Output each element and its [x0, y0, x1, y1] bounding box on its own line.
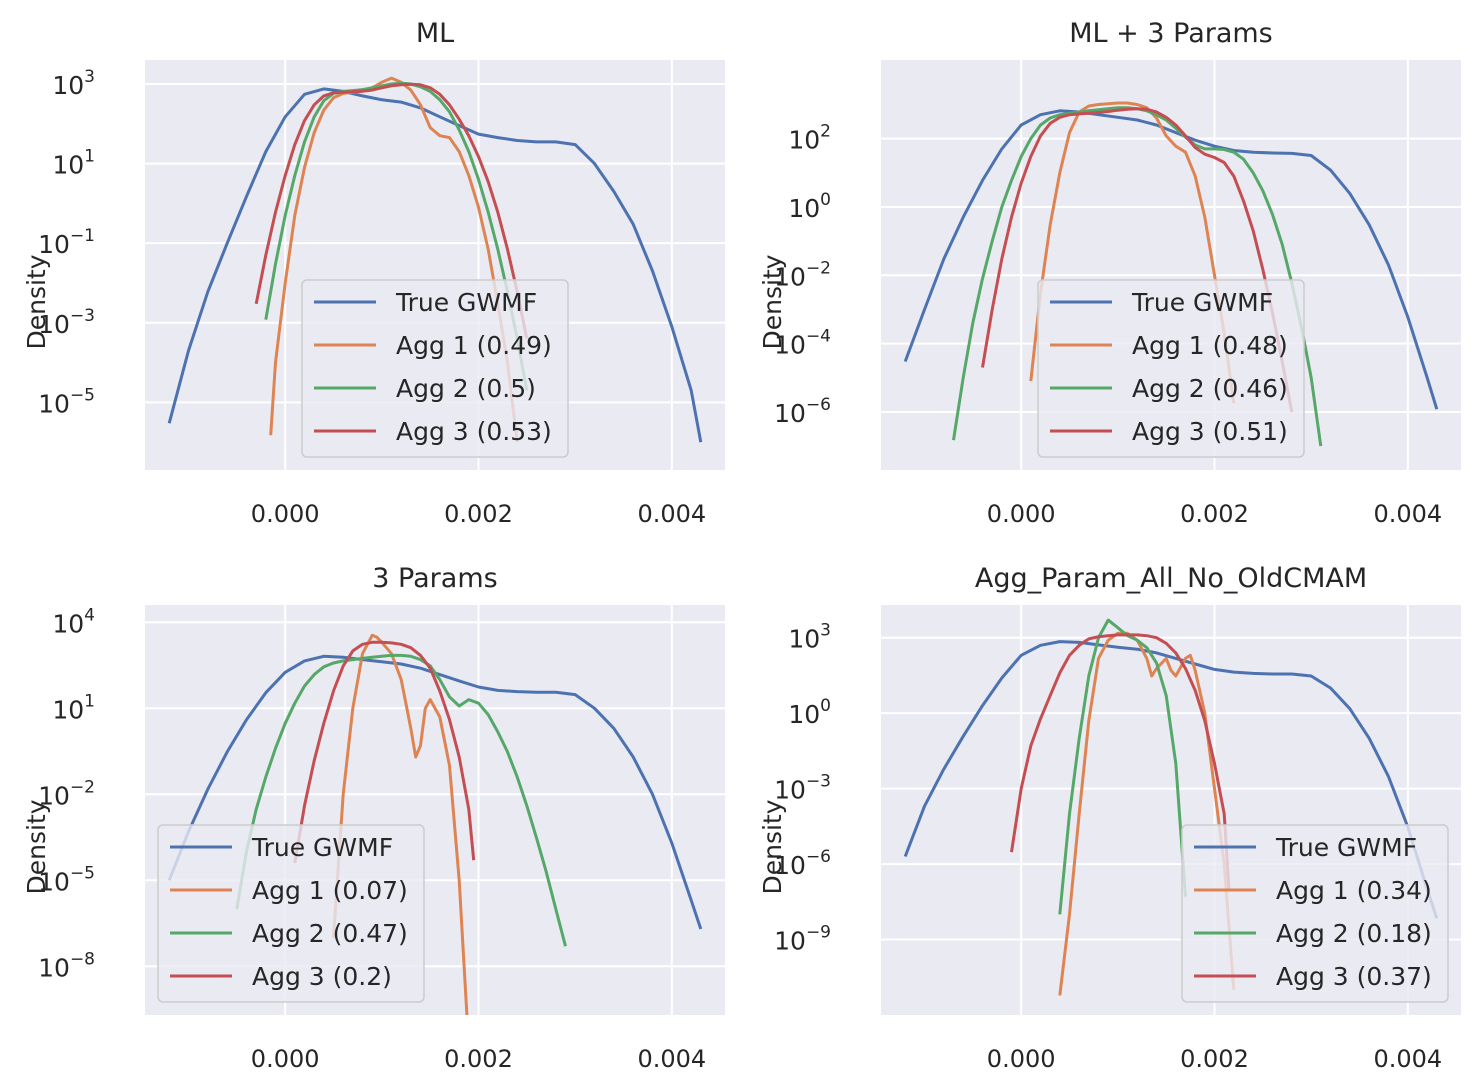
series-line-3 [235, 653, 567, 947]
chart-title: Agg_Param_All_No_OldCMAM [975, 563, 1367, 594]
x-tick-label: 0.002 [1180, 500, 1249, 528]
chart-title: ML [416, 18, 454, 49]
y-tick-label: 103 [52, 67, 95, 100]
legend-label-2: Agg 1 (0.07) [252, 876, 408, 905]
series-line-1 [167, 654, 703, 930]
y-tick-label: 102 [788, 122, 831, 155]
series-line-2 [1029, 101, 1236, 404]
x-tick-label: 0.000 [987, 500, 1056, 528]
legend-label-4: Agg 3 (0.2) [252, 962, 392, 991]
y-tick-label: 10−8 [38, 949, 95, 982]
legend-label-3: Agg 2 (0.5) [396, 374, 536, 403]
series-line-2 [332, 633, 469, 1015]
y-tick-label: 10−6 [774, 847, 831, 880]
legend-label-3: Agg 2 (0.47) [252, 919, 408, 948]
x-tick-label: 0.000 [987, 1045, 1056, 1073]
y-tick-label: 10−2 [774, 258, 831, 291]
legend-label-4: Agg 3 (0.37) [1276, 962, 1432, 991]
y-tick-label: 103 [788, 621, 831, 654]
y-tick-label: 10−4 [774, 327, 831, 360]
chart-title: 3 Params [372, 563, 497, 594]
legend-box [1037, 279, 1305, 458]
legend-label-1: True GWMF [1131, 288, 1273, 317]
legend: True GWMF Agg 1 (0.34) Agg 2 (0.18) Agg 3 (… [1181, 824, 1449, 1003]
x-tick-label: 0.002 [444, 1045, 513, 1073]
x-tick-label: 0.004 [1373, 1045, 1442, 1073]
series-line-1 [903, 640, 1439, 919]
series-group [167, 76, 703, 443]
x-tick-label: 0.002 [444, 500, 513, 528]
series-line-4 [1010, 633, 1231, 890]
x-tick-label: 0.004 [637, 1045, 706, 1073]
series-line-3 [264, 81, 529, 391]
y-tick-label: 101 [52, 691, 95, 724]
legend: True GWMF Agg 1 (0.48) Agg 2 (0.46) Agg 3 (… [1037, 279, 1305, 458]
series-group [903, 618, 1439, 996]
legend-label-2: Agg 1 (0.34) [1276, 876, 1432, 905]
legend-box [157, 824, 425, 1003]
x-tick-label: 0.004 [637, 500, 706, 528]
y-tick-label: 10−3 [38, 306, 95, 339]
x-tick-label: 0.002 [1180, 1045, 1249, 1073]
panel-1: ML Density 0.000 0.002 0.004 103 101 10−1 10−3 10… [22, 18, 725, 528]
x-tick-label: 0.000 [251, 1045, 320, 1073]
y-tick-label: 10−5 [38, 863, 95, 896]
series-line-2 [1058, 631, 1236, 996]
panel-4: Agg_Param_All_No_OldCMAM Density 0.000 0.00… [758, 563, 1461, 1073]
series-line-3 [1058, 618, 1187, 915]
x-tick-label: 0.000 [251, 500, 320, 528]
y-tick-label: 10−9 [774, 923, 831, 956]
series-line-2 [269, 76, 519, 443]
y-tick-label: 10−6 [774, 395, 831, 428]
y-tick-label: 100 [788, 696, 831, 729]
legend-label-2: Agg 1 (0.48) [1132, 331, 1288, 360]
legend: True GWMF Agg 1 (0.07) Agg 2 (0.47) Agg 3 (… [157, 824, 425, 1003]
legend-box [301, 279, 569, 458]
y-axis-label: Density [22, 254, 51, 349]
series-group [903, 101, 1439, 447]
legend-label-1: True GWMF [395, 288, 537, 317]
chart-title: ML + 3 Params [1069, 18, 1273, 49]
series-line-1 [903, 109, 1439, 410]
y-axis-label: Density [758, 254, 787, 349]
y-tick-label: 100 [788, 190, 831, 223]
legend-label-3: Agg 2 (0.18) [1276, 919, 1432, 948]
y-tick-label: 10−2 [38, 777, 95, 810]
y-axis-label: Density [22, 799, 51, 894]
legend-label-4: Agg 3 (0.53) [396, 417, 552, 446]
y-axis-label: Density [758, 799, 787, 894]
legend-label-1: True GWMF [251, 833, 393, 862]
legend-label-4: Agg 3 (0.51) [1132, 417, 1288, 446]
series-line-4 [981, 107, 1294, 413]
legend-label-2: Agg 1 (0.49) [396, 331, 552, 360]
series-line-4 [254, 82, 529, 339]
legend-label-1: True GWMF [1275, 833, 1417, 862]
panel-3: 3 Params Density 0.000 0.002 0.004 104 101 10−2… [22, 563, 725, 1073]
legend-label-3: Agg 2 (0.46) [1132, 374, 1288, 403]
y-tick-label: 10−5 [38, 385, 95, 418]
y-tick-label: 101 [52, 147, 95, 180]
panel-2: ML + 3 Params Density 0.000 0.002 0.004 102 10… [758, 18, 1461, 528]
y-tick-label: 104 [52, 605, 95, 638]
series-group [167, 633, 703, 1015]
legend: True GWMF Agg 1 (0.49) Agg 2 (0.5) Agg 3 (0… [301, 279, 569, 458]
series-line-4 [293, 640, 476, 864]
x-tick-label: 0.004 [1373, 500, 1442, 528]
series-line-1 [167, 87, 703, 443]
y-tick-label: 10−3 [774, 772, 831, 805]
legend-box [1181, 824, 1449, 1003]
y-tick-label: 10−1 [38, 226, 95, 259]
